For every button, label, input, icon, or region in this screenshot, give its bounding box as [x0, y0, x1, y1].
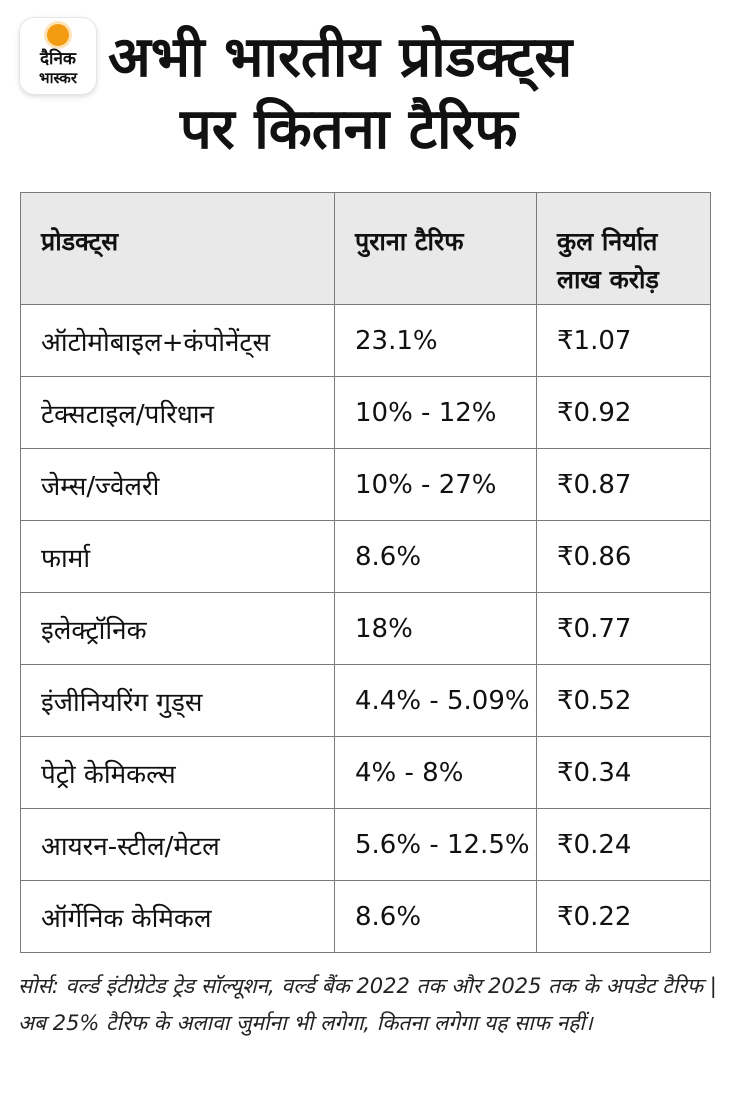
- title-line-1: अभी भारतीय प्रोडक्ट्स: [108, 25, 573, 90]
- product-cell: फार्मा: [20, 520, 335, 593]
- logo-text-line1: दैनिक: [40, 49, 76, 69]
- tariff-cell: 4.4% - 5.09%: [334, 664, 537, 737]
- header: दैनिक भास्कर अभी भारतीय प्रोडक्ट्स पर कि…: [0, 0, 730, 190]
- product-cell: इंजीनियरिंग गुड्स: [20, 664, 335, 737]
- tariff-cell: 8.6%: [334, 880, 537, 953]
- export-cell: ₹0.92: [536, 376, 711, 449]
- column-header-total-export-line2: लाख करोड़: [557, 265, 659, 294]
- tariff-cell: 18%: [334, 592, 537, 665]
- tariff-cell: 23.1%: [334, 304, 537, 377]
- column-header-total-export-line1: कुल निर्यात: [557, 227, 658, 256]
- export-cell: ₹0.86: [536, 520, 711, 593]
- sun-icon: [47, 24, 69, 46]
- export-cell: ₹0.52: [536, 664, 711, 737]
- tariff-table: प्रोडक्ट्स पुराना टैरिफ कुल निर्यात लाख क…: [20, 192, 711, 953]
- export-cell: ₹0.22: [536, 880, 711, 953]
- column-header-old-tariff: पुराना टैरिफ: [334, 192, 537, 305]
- table-row: ऑर्गेनिक केमिकल 8.6% ₹0.22: [20, 880, 711, 953]
- product-cell: इलेक्ट्रॉनिक: [20, 592, 335, 665]
- source-note: सोर्स: वर्ल्ड इंटीग्रेटेड ट्रेड सॉल्यूशन…: [18, 974, 717, 1035]
- column-header-total-export: कुल निर्यात लाख करोड़: [536, 192, 711, 305]
- product-cell: टेक्सटाइल/परिधान: [20, 376, 335, 449]
- product-cell: जेम्स/ज्वेलरी: [20, 448, 335, 521]
- table-row: इलेक्ट्रॉनिक 18% ₹0.77: [20, 592, 711, 665]
- export-cell: ₹0.34: [536, 736, 711, 809]
- tariff-cell: 5.6% - 12.5%: [334, 808, 537, 881]
- tariff-cell: 8.6%: [334, 520, 537, 593]
- table-header-row: प्रोडक्ट्स पुराना टैरिफ कुल निर्यात लाख क…: [20, 192, 711, 305]
- product-cell: ऑर्गेनिक केमिकल: [20, 880, 335, 953]
- tariff-cell: 10% - 27%: [334, 448, 537, 521]
- tariff-table-container: प्रोडक्ट्स पुराना टैरिफ कुल निर्यात लाख क…: [20, 192, 711, 956]
- title-line-2: पर कितना टैरिफ: [180, 97, 518, 162]
- column-header-products: प्रोडक्ट्स: [20, 192, 335, 305]
- export-cell: ₹0.77: [536, 592, 711, 665]
- page-title: अभी भारतीय प्रोडक्ट्स पर कितना टैरिफ: [108, 22, 708, 166]
- table-row: फार्मा 8.6% ₹0.86: [20, 520, 711, 593]
- table-row: पेट्रो केमिकल्स 4% - 8% ₹0.34: [20, 736, 711, 809]
- table-row: जेम्स/ज्वेलरी 10% - 27% ₹0.87: [20, 448, 711, 521]
- logo-text-line2: भास्कर: [39, 69, 77, 87]
- export-cell: ₹0.24: [536, 808, 711, 881]
- table-row: टेक्सटाइल/परिधान 10% - 12% ₹0.92: [20, 376, 711, 449]
- tariff-cell: 4% - 8%: [334, 736, 537, 809]
- product-cell: आयरन-स्टील/मेटल: [20, 808, 335, 881]
- table-row: आयरन-स्टील/मेटल 5.6% - 12.5% ₹0.24: [20, 808, 711, 881]
- product-cell: ऑटोमोबाइल+कंपोनेंट्स: [20, 304, 335, 377]
- export-cell: ₹0.87: [536, 448, 711, 521]
- export-cell: ₹1.07: [536, 304, 711, 377]
- product-cell: पेट्रो केमिकल्स: [20, 736, 335, 809]
- tariff-cell: 10% - 12%: [334, 376, 537, 449]
- dainik-bhaskar-logo[interactable]: दैनिक भास्कर: [20, 18, 96, 94]
- table-row: इंजीनियरिंग गुड्स 4.4% - 5.09% ₹0.52: [20, 664, 711, 737]
- table-row: ऑटोमोबाइल+कंपोनेंट्स 23.1% ₹1.07: [20, 304, 711, 377]
